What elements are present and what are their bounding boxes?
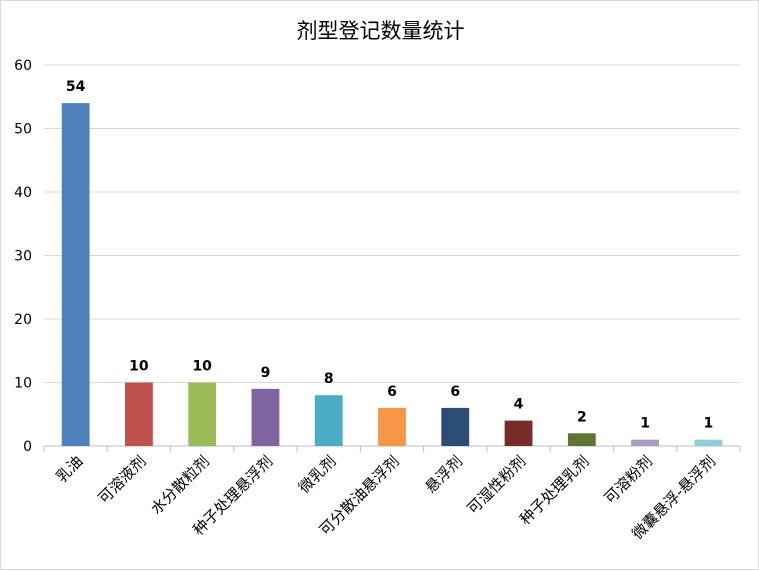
data-label: 1 bbox=[703, 416, 713, 432]
data-label: 6 bbox=[387, 384, 397, 400]
bar bbox=[188, 382, 217, 446]
chart-title: 剂型登记数量统计 bbox=[296, 19, 465, 43]
data-label: 10 bbox=[192, 359, 212, 375]
bar bbox=[61, 103, 90, 446]
y-tick-label: 10 bbox=[14, 376, 32, 392]
bar bbox=[124, 382, 153, 446]
y-tick-label: 40 bbox=[14, 185, 32, 201]
bar bbox=[694, 439, 723, 446]
data-label: 10 bbox=[129, 359, 149, 375]
y-tick-label: 30 bbox=[14, 249, 32, 265]
category-label: 悬浮剂 bbox=[422, 452, 467, 497]
bar bbox=[567, 433, 596, 446]
category-label: 可湿性粉剂 bbox=[464, 452, 530, 518]
bar bbox=[314, 395, 343, 446]
bar bbox=[251, 388, 280, 446]
data-label: 54 bbox=[66, 79, 86, 95]
bar bbox=[504, 420, 533, 446]
bar bbox=[631, 439, 660, 446]
y-tick-label: 50 bbox=[14, 122, 32, 138]
bar bbox=[378, 407, 406, 446]
data-label: 9 bbox=[261, 365, 271, 381]
y-tick-label: 0 bbox=[23, 439, 32, 455]
y-tick-label: 20 bbox=[14, 312, 32, 328]
data-label: 1 bbox=[640, 416, 650, 432]
category-label: 可溶液剂 bbox=[95, 452, 150, 507]
category-label: 乳油 bbox=[53, 452, 87, 486]
data-label: 4 bbox=[514, 397, 524, 413]
data-label: 6 bbox=[450, 384, 460, 400]
data-label: 8 bbox=[324, 371, 334, 387]
category-label: 水分散粒剂 bbox=[147, 452, 213, 518]
y-tick-label: 60 bbox=[14, 58, 32, 74]
bar bbox=[441, 407, 470, 446]
data-label: 2 bbox=[577, 409, 587, 425]
category-label: 可溶粉剂 bbox=[601, 452, 656, 507]
category-label: 微乳剂 bbox=[295, 452, 340, 497]
